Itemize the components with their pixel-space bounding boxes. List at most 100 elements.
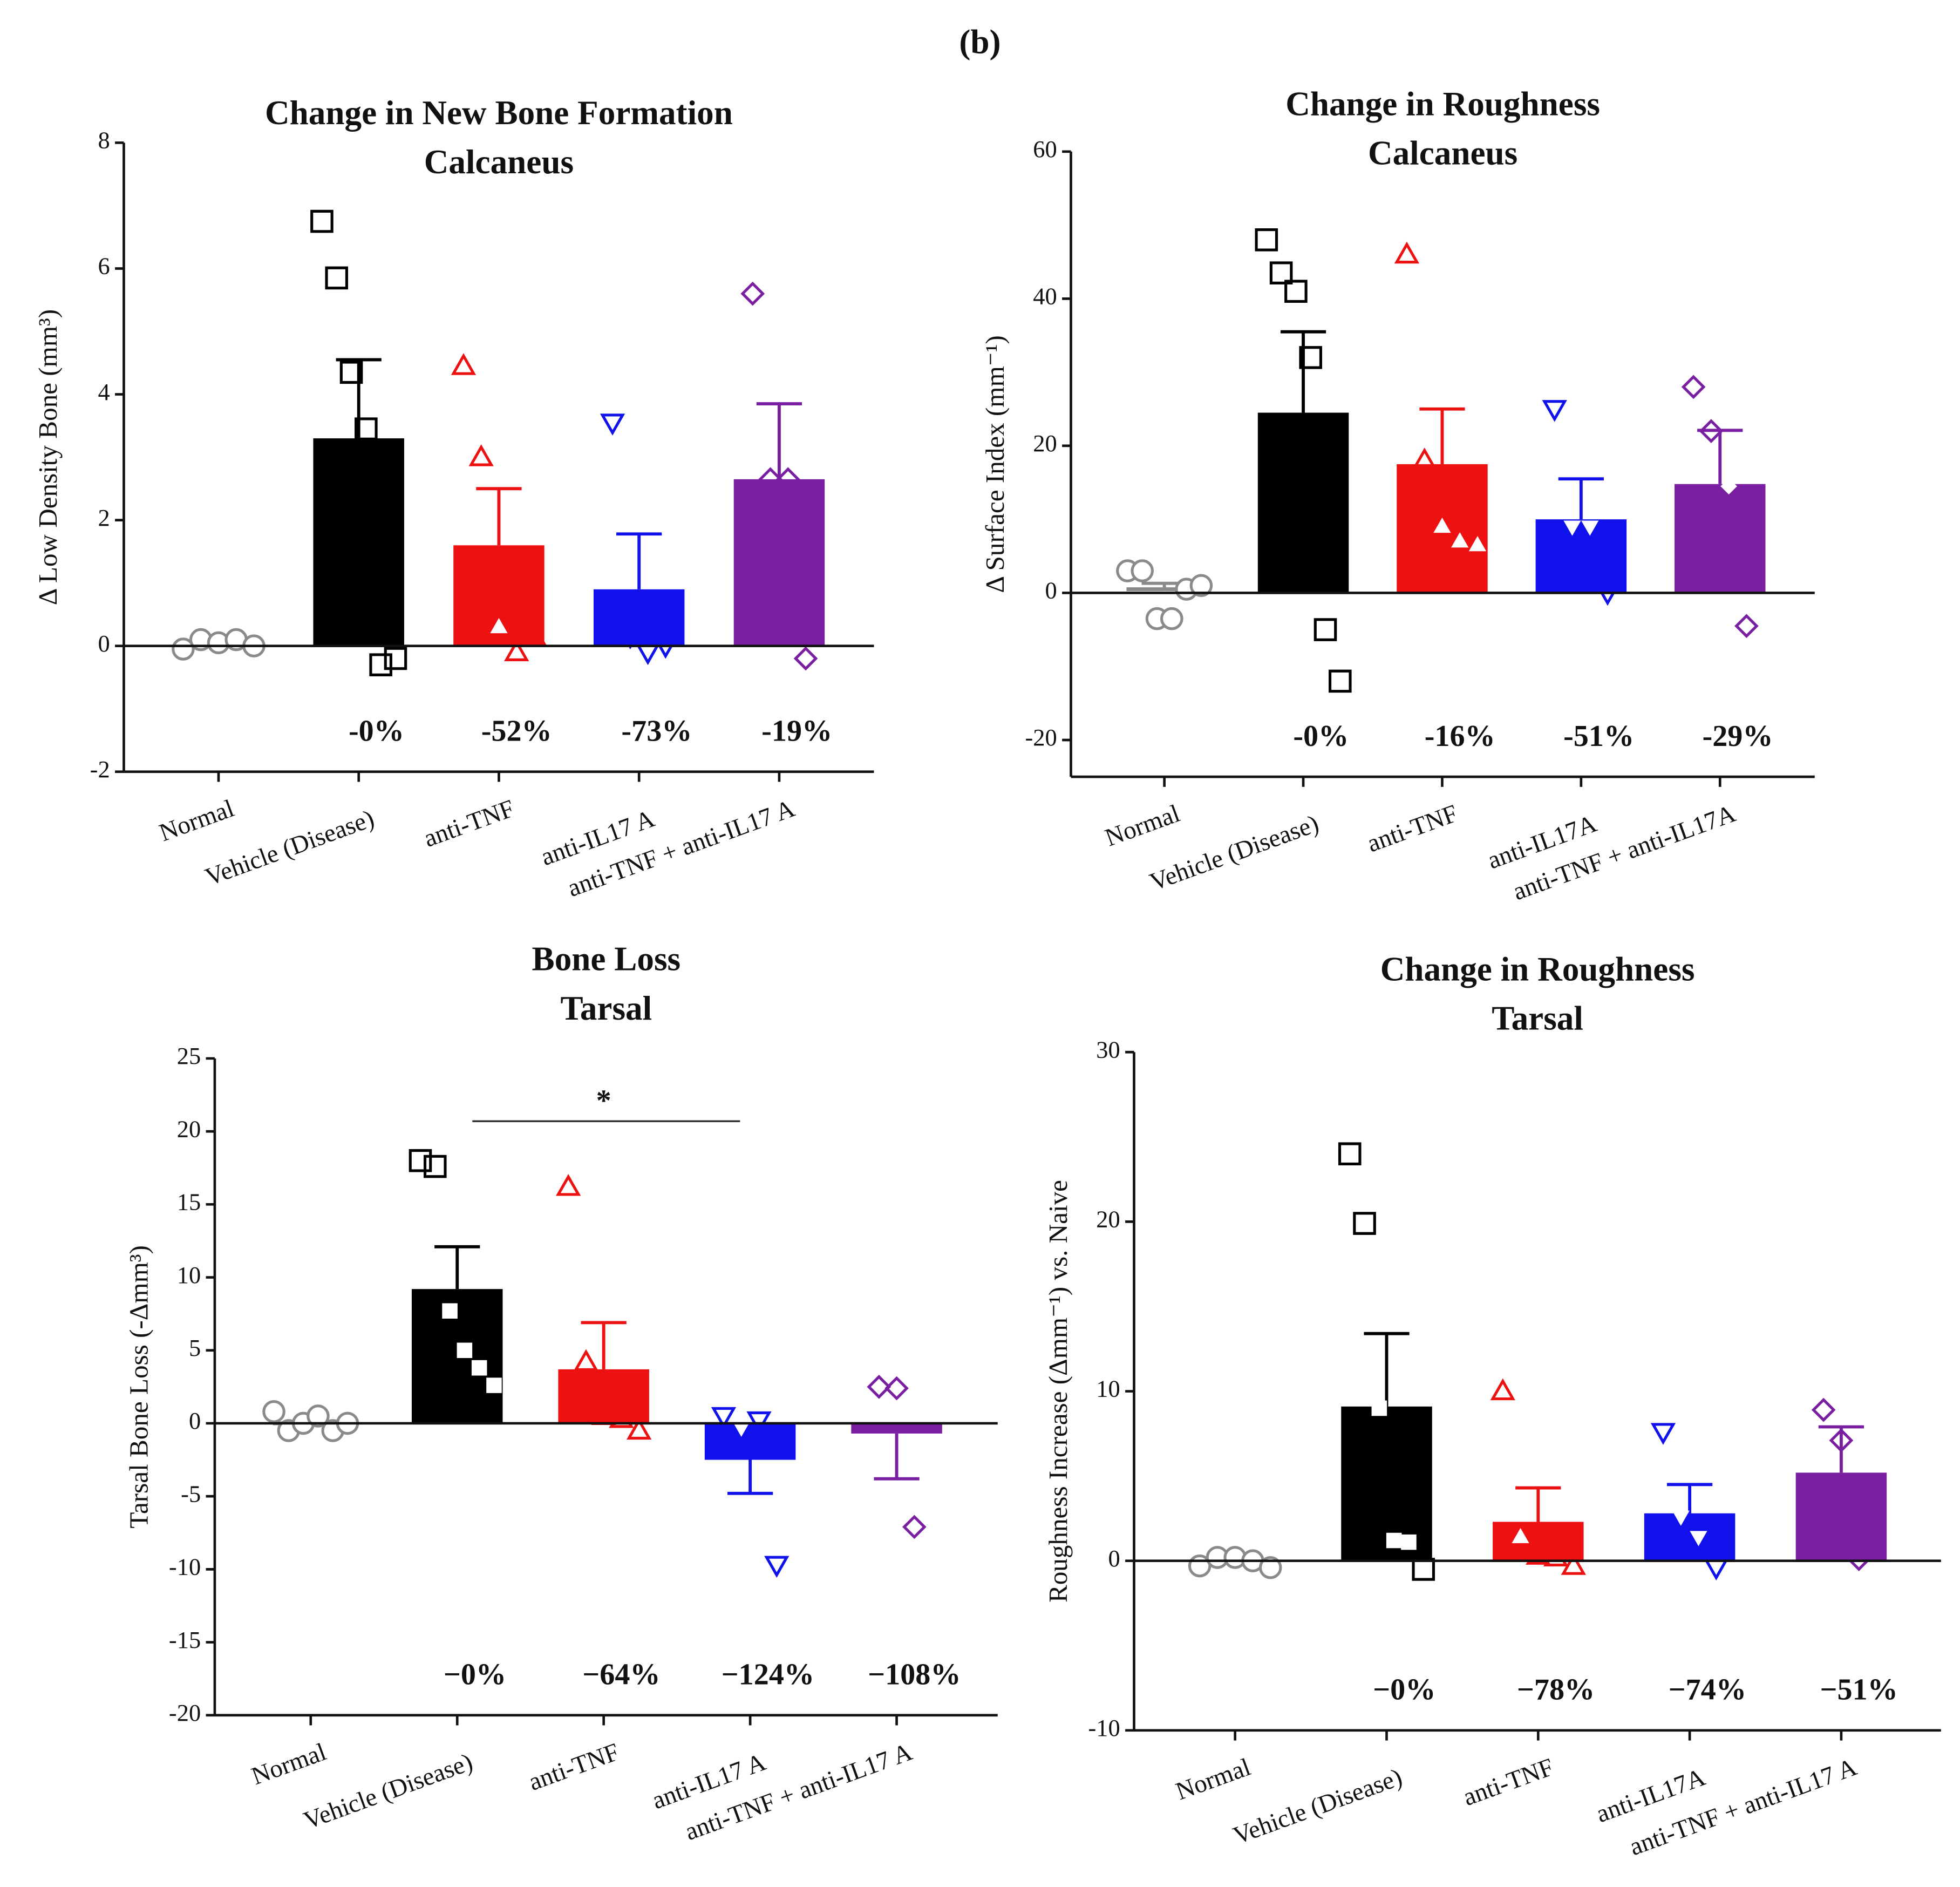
y-tick-label: -5 — [181, 1480, 201, 1507]
error-bar — [581, 1321, 627, 1369]
y-axis-label: Roughness Increase (Δmm⁻¹) vs. Naive — [1043, 1180, 1073, 1603]
data-point — [1526, 1543, 1551, 1565]
data-point — [490, 617, 508, 634]
data-point — [746, 1411, 772, 1434]
chart-subtitle: Calcaneus — [424, 143, 574, 181]
data-point — [1490, 1378, 1515, 1401]
bar — [1257, 412, 1349, 593]
y-tick-label: 20 — [177, 1115, 201, 1142]
data-point — [521, 623, 547, 646]
bar — [1493, 1522, 1584, 1561]
percent-label: −74% — [1669, 1673, 1746, 1707]
bar — [704, 1423, 796, 1460]
data-point — [1433, 517, 1451, 533]
y-axis-label: Δ Surface Index (mm⁻¹) — [980, 335, 1010, 593]
percent-label: -51% — [1563, 719, 1634, 753]
data-point — [600, 413, 625, 436]
bar — [593, 589, 685, 646]
data-point — [423, 1155, 447, 1178]
data-point — [1269, 261, 1293, 284]
data-point — [486, 1377, 502, 1393]
percent-label: −78% — [1517, 1673, 1595, 1707]
bar — [851, 1423, 942, 1434]
y-tick-label: 40 — [1033, 283, 1057, 310]
data-point — [1189, 574, 1213, 598]
data-point — [1581, 520, 1599, 536]
data-point — [1734, 614, 1759, 639]
chart-title: Change in Roughness — [1285, 85, 1600, 123]
percent-label: −124% — [722, 1658, 814, 1691]
data-point — [355, 417, 378, 440]
error-bar — [616, 532, 662, 589]
data-point — [1543, 1544, 1569, 1567]
bar — [1535, 519, 1627, 593]
x-tick-label: Normal — [248, 1738, 330, 1791]
y-tick-label: 0 — [189, 1407, 201, 1434]
x-tick-label: anti-TNF — [1459, 1753, 1557, 1811]
data-point — [1284, 280, 1308, 303]
data-point — [1258, 1556, 1282, 1579]
error-bar — [476, 487, 522, 546]
error-bar — [756, 402, 802, 479]
percent-label: −0% — [1373, 1673, 1435, 1707]
error-bar — [727, 1460, 773, 1495]
y-tick-label: 8 — [98, 127, 110, 154]
percent-label: −108% — [868, 1658, 961, 1691]
data-point — [172, 637, 195, 661]
percent-label: -29% — [1703, 719, 1773, 753]
data-point — [1699, 419, 1724, 443]
data-point — [573, 1349, 599, 1372]
y-tick-label: 0 — [1045, 577, 1057, 604]
error-bar — [1419, 407, 1465, 464]
y-tick-label: -10 — [1088, 1714, 1120, 1741]
data-point — [1704, 1558, 1729, 1581]
data-point — [1386, 1532, 1402, 1549]
data-point — [1650, 1423, 1676, 1445]
data-point — [1371, 1400, 1387, 1416]
y-tick-label: 0 — [1108, 1545, 1120, 1572]
error-bar — [1666, 1483, 1713, 1513]
y-tick-label: 0 — [98, 630, 110, 657]
data-point — [1329, 669, 1352, 693]
bar — [1795, 1472, 1887, 1561]
error-bar — [434, 1245, 480, 1289]
percent-label: −51% — [1820, 1673, 1898, 1707]
data-point — [1561, 1553, 1586, 1575]
percent-label: -19% — [761, 714, 832, 748]
y-tick-label: 2 — [98, 504, 110, 531]
x-tick-label: anti-TNF + anti-IL17 A — [1626, 1753, 1861, 1862]
data-point — [1512, 1528, 1529, 1544]
data-point — [1681, 375, 1706, 399]
data-point — [711, 1407, 737, 1429]
y-tick-label: -2 — [90, 756, 110, 783]
y-tick-label: 20 — [1096, 1206, 1120, 1233]
significance-label: * — [596, 1084, 611, 1117]
y-tick-label: -20 — [1025, 724, 1057, 751]
x-tick-label: Normal — [1172, 1753, 1254, 1806]
data-point — [1160, 607, 1183, 630]
data-point — [457, 1342, 473, 1359]
percent-label: -0% — [349, 714, 404, 748]
y-tick-label: 20 — [1033, 430, 1057, 457]
data-point — [369, 653, 392, 676]
data-point — [740, 281, 765, 306]
y-tick-label: 4 — [98, 378, 110, 405]
bar — [1644, 1513, 1736, 1561]
y-tick-label: -10 — [169, 1553, 201, 1580]
error-bar — [336, 358, 382, 439]
data-point — [1412, 447, 1437, 470]
data-point — [468, 444, 494, 466]
data-point — [1401, 1534, 1417, 1550]
data-point — [1255, 228, 1278, 252]
data-point — [307, 1404, 330, 1428]
data-point — [1847, 1547, 1871, 1571]
data-point — [1542, 400, 1567, 422]
y-axis-label: Δ Low Density Bone (mm³) — [33, 309, 63, 605]
data-point — [764, 1556, 790, 1578]
data-point — [1353, 1212, 1376, 1235]
chart-title: Change in New Bone Formation — [265, 94, 733, 132]
error-bar — [874, 1433, 920, 1481]
data-point — [409, 1149, 432, 1172]
